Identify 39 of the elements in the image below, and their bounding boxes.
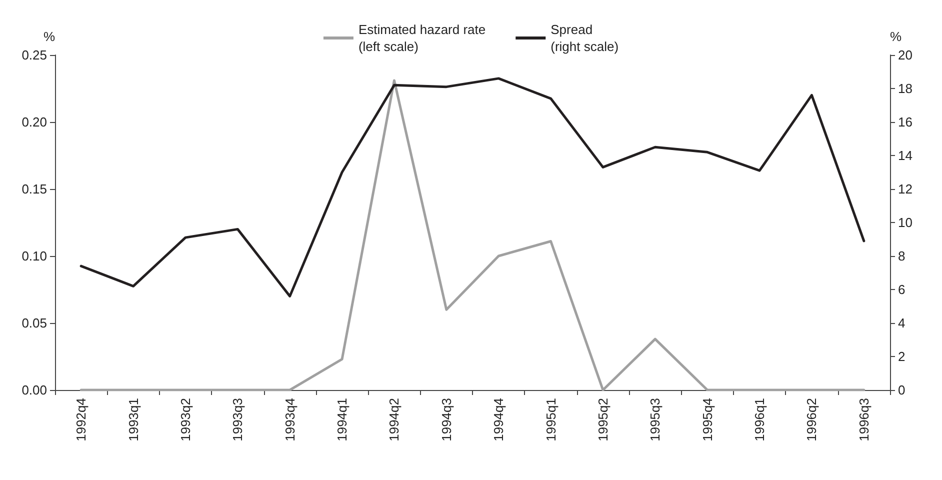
x-tick-label: 1993q2 xyxy=(178,398,193,442)
x-tick-label: 1994q3 xyxy=(438,398,454,442)
x-tick-label: 1994q1 xyxy=(334,398,350,442)
y2-tick-label: 2 xyxy=(898,349,906,364)
x-tick-label: 1996q1 xyxy=(752,398,768,442)
y2-tick-label: 12 xyxy=(898,182,912,196)
x-tick-label: 1996q3 xyxy=(856,398,872,442)
y2-tick-label: 10 xyxy=(898,215,912,230)
x-tick-label: 1993q1 xyxy=(126,398,141,442)
line-series xyxy=(80,77,866,298)
y2-tick-label: 4 xyxy=(898,316,906,330)
x-tick-label: 1996q2 xyxy=(804,398,820,442)
x-tick-label: 1994q2 xyxy=(386,398,402,442)
legend-label: Estimated hazard rate (left scale) xyxy=(358,22,486,54)
y-tick-label: 0.20 xyxy=(22,114,47,130)
line-series xyxy=(80,79,866,392)
x-tick-label: 1992q4 xyxy=(74,398,89,442)
y2-tick-label: 18 xyxy=(898,81,912,96)
y2-tick-label: 16 xyxy=(898,114,912,130)
x-tick-label: 1995q4 xyxy=(700,398,715,442)
x-tick-label: 1995q2 xyxy=(595,398,610,442)
y-tick-label: 0.00 xyxy=(22,382,47,398)
y2-axis-title: % xyxy=(890,29,902,44)
x-tick-label: 1995q1 xyxy=(543,398,558,442)
legend-label: Spread (right scale) xyxy=(550,22,619,54)
y2-tick-label: 8 xyxy=(898,248,906,264)
y2-tick-label: 0 xyxy=(898,382,906,398)
y-tick-label: 0.05 xyxy=(22,316,47,330)
y-tick-label: 0.25 xyxy=(22,48,47,62)
x-tick-label: 1993q3 xyxy=(230,398,246,442)
y-tick-label: 0.10 xyxy=(22,248,47,264)
x-tick-label: 1994q4 xyxy=(491,398,506,442)
x-tick-label: 1995q3 xyxy=(648,398,663,442)
y2-tick-label: 6 xyxy=(898,282,906,297)
y2-tick-label: 20 xyxy=(898,48,912,62)
y2-tick-label: 14 xyxy=(898,148,912,163)
x-tick-label: 1993q4 xyxy=(282,398,298,442)
y-axis-title: % xyxy=(43,29,56,44)
y-tick-label: 0.15 xyxy=(22,182,47,196)
